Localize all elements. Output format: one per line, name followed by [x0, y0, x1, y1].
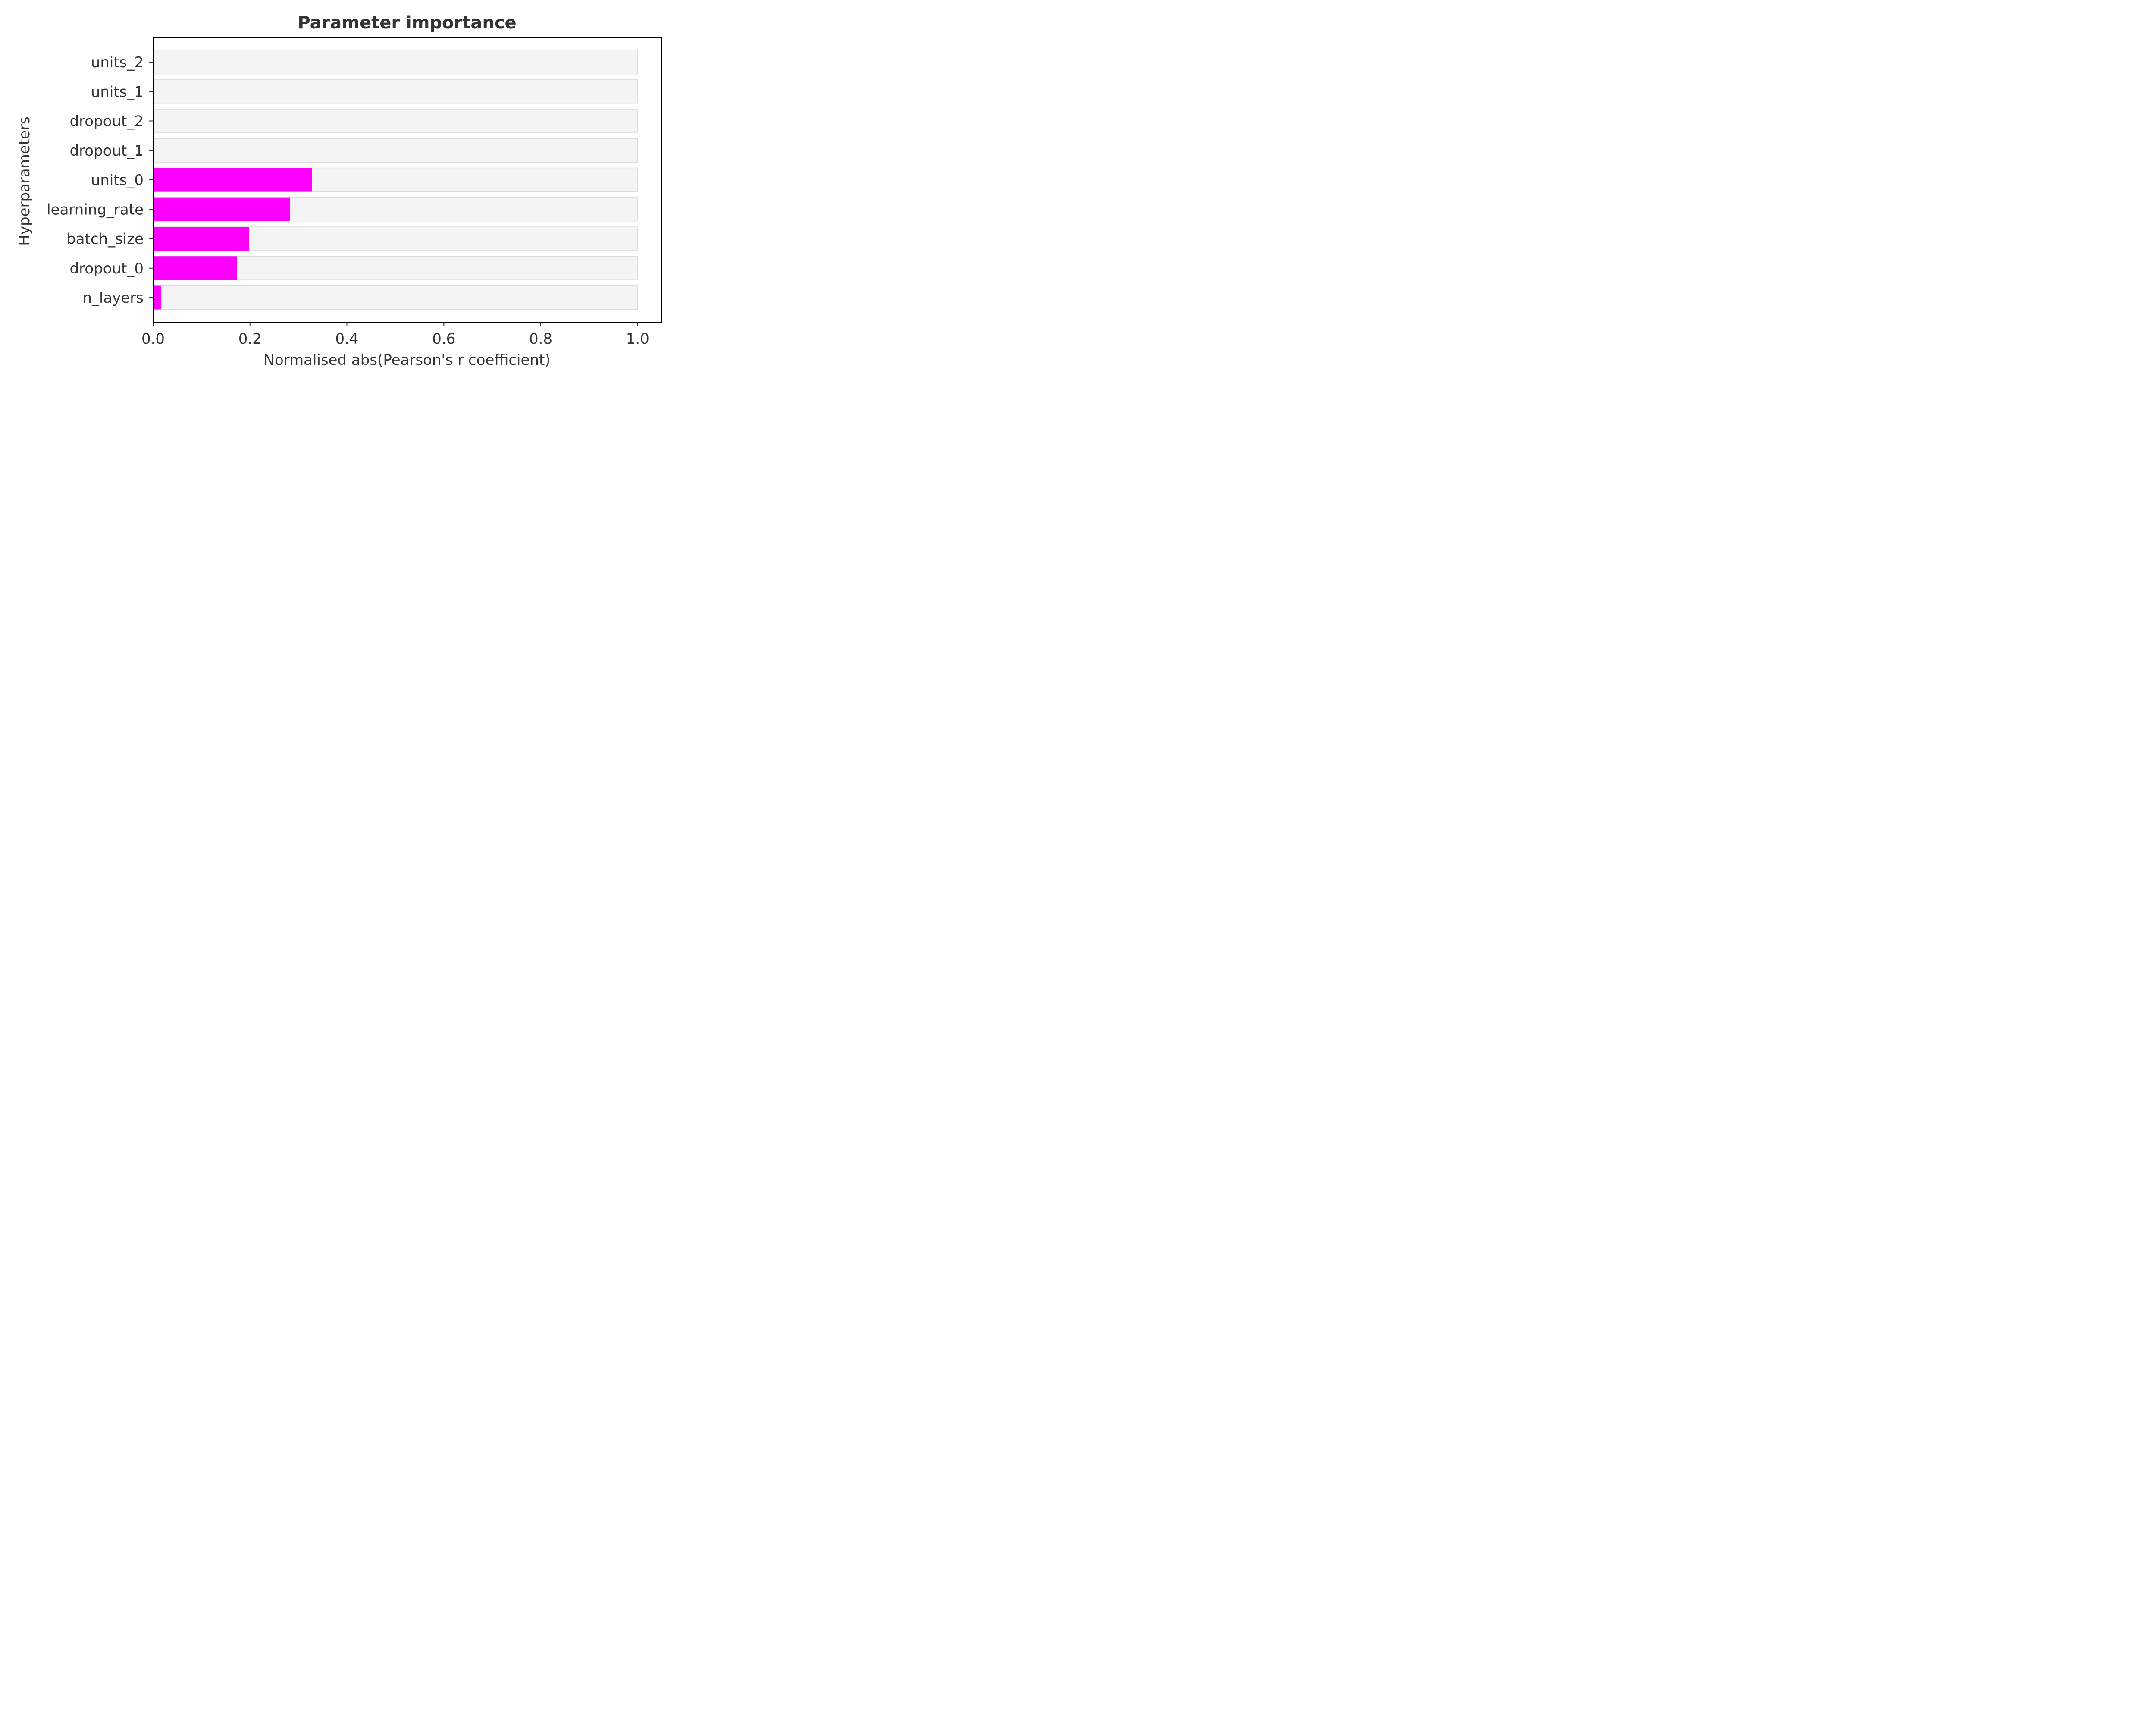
y-tick-label-batch_size: batch_size	[66, 231, 144, 248]
y-tick-label-dropout_2: dropout_2	[69, 113, 144, 130]
y-axis-label: Hyperparameters	[16, 116, 33, 245]
chart-title: Parameter importance	[298, 13, 516, 33]
y-tick-label-units_2: units_2	[91, 54, 144, 71]
y-tick-label-dropout_0: dropout_0	[69, 260, 144, 277]
y-tick-label-dropout_1: dropout_1	[69, 142, 144, 160]
x-tick-label-0: 0.0	[141, 330, 165, 348]
bars-group	[153, 50, 638, 310]
y-tick-label-n_layers: n_layers	[82, 289, 144, 307]
x-axis-label: Normalised abs(Pearson's r coefficient)	[263, 351, 550, 369]
bar-learning_rate	[153, 197, 291, 221]
x-tick-label-4: 0.8	[529, 330, 552, 348]
bar-n_layers	[153, 285, 162, 310]
background-bar-n_layers	[153, 285, 638, 310]
y-axis-ticks: units_2 units_1 dropout_2 dropout_1 units_0l…	[47, 54, 153, 307]
y-tick-label-units_1: units_1	[91, 83, 144, 100]
plot-frame	[153, 37, 662, 323]
bar-dropout_0	[153, 256, 237, 280]
background-bar-units_2	[153, 50, 638, 75]
y-tick-label-learning_rate: learning_rate	[47, 201, 144, 218]
bar-units_0	[153, 168, 312, 192]
x-tick-label-2: 0.4	[335, 330, 358, 348]
x-tick-label-1: 0.2	[238, 330, 262, 348]
background-bar-units_1	[153, 79, 638, 104]
x-axis-ticks: 0.0 0.2 0.4 0.6 0.8 1.0	[141, 322, 649, 348]
background-bar-dropout_2	[153, 109, 638, 133]
bar-batch_size	[153, 227, 249, 251]
y-tick-label-units_0: units_0	[91, 172, 144, 189]
background-bar-dropout_1	[153, 138, 638, 163]
x-tick-label-3: 0.6	[432, 330, 455, 348]
parameter-importance-chart: Parameter importance units_2 units_1dropo…	[16, 13, 662, 369]
x-tick-label-5: 1.0	[626, 330, 649, 348]
